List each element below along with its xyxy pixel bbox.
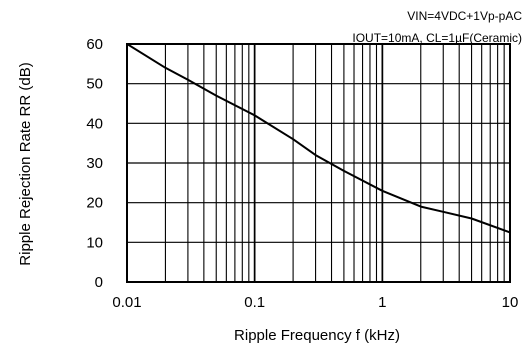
x-tick-label: 0.01 [112, 294, 141, 311]
annotation-iout: IOUT=10mA, CL=1µF(Ceramic) [352, 31, 522, 45]
y-tick-label: 40 [86, 115, 103, 132]
y-tick-label: 50 [86, 76, 103, 93]
y-tick-label: 10 [86, 234, 103, 251]
x-tick-label: 1 [378, 294, 386, 311]
x-axis-label: Ripple Frequency f (kHz) [234, 327, 400, 344]
plot-frame [126, 43, 511, 283]
series-line [126, 43, 511, 234]
x-tick-label: 10 [502, 294, 519, 311]
y-tick-labels: 0 10 20 30 40 50 60 [86, 36, 103, 291]
grid-lines [126, 43, 511, 283]
y-tick-label: 30 [86, 155, 103, 172]
y-tick-label: 60 [86, 36, 103, 53]
series-layer [126, 43, 511, 234]
y-tick-label: 0 [95, 274, 103, 291]
annotation-vin: VIN=4VDC+1Vp-pAC [407, 9, 522, 23]
x-tick-labels: 0.01 0.1 1 10 [112, 294, 518, 311]
y-axis-label: Ripple Rejection Rate RR (dB) [17, 62, 34, 265]
y-tick-label: 20 [86, 195, 103, 212]
x-tick-label: 0.1 [244, 294, 265, 311]
plot-border [126, 43, 511, 283]
